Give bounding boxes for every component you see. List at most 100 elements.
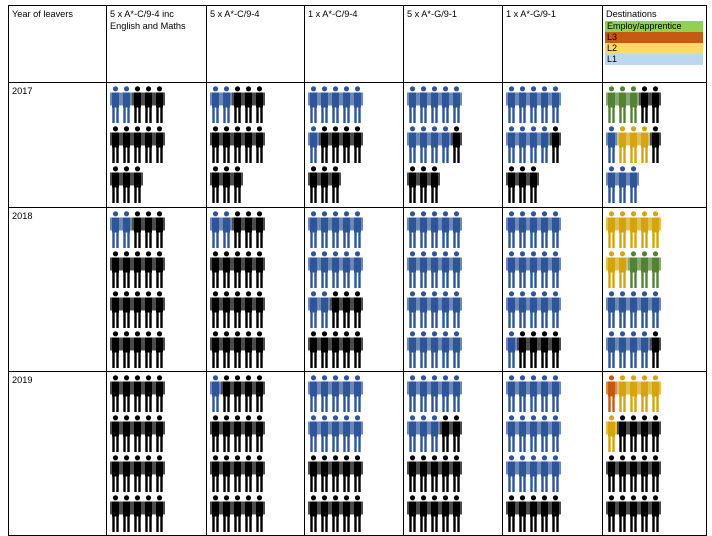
person-icon (440, 211, 451, 249)
person-icon (110, 495, 121, 533)
person-icon (628, 211, 639, 249)
person-icon (221, 375, 232, 413)
figure-row (506, 331, 602, 371)
destinations-cell (602, 207, 707, 372)
person-icon (341, 126, 352, 164)
figure-row (110, 126, 206, 166)
year-header-cell: Year of leavers (8, 5, 107, 83)
person-icon (254, 211, 265, 249)
person-icon (232, 495, 243, 533)
person-icon (606, 166, 617, 204)
person-icon (506, 455, 517, 493)
figure-group (604, 209, 706, 371)
destinations-cell (602, 82, 707, 208)
person-icon (650, 375, 661, 413)
figures-cell (403, 371, 503, 536)
person-icon (154, 375, 165, 413)
person-icon (440, 126, 451, 164)
figure-group (208, 209, 304, 371)
figure-row (606, 211, 706, 251)
person-icon (243, 211, 254, 249)
person-icon (440, 455, 451, 493)
person-icon (617, 126, 628, 164)
person-icon (451, 86, 462, 124)
person-icon (639, 291, 650, 329)
figure-row (606, 251, 706, 291)
person-icon (418, 455, 429, 493)
person-icon (221, 291, 232, 329)
person-icon (221, 166, 232, 204)
person-icon (617, 415, 628, 453)
figure-row (110, 251, 206, 291)
person-icon (429, 455, 440, 493)
person-icon (539, 455, 550, 493)
person-icon (650, 291, 661, 329)
person-icon (528, 211, 539, 249)
figure-group (604, 373, 706, 535)
person-icon (341, 291, 352, 329)
figure-row (308, 86, 403, 126)
person-icon (517, 166, 528, 204)
figures-cell (502, 371, 603, 536)
person-icon (319, 251, 330, 289)
person-icon (243, 86, 254, 124)
legend-item-l2: L2 (605, 43, 703, 54)
figure-row (308, 126, 403, 166)
figure-row (210, 375, 304, 415)
person-icon (132, 415, 143, 453)
year-header: Year of leavers (12, 9, 73, 19)
figure-group (504, 373, 602, 535)
figure-row (506, 126, 602, 166)
person-icon (121, 375, 132, 413)
person-icon (639, 455, 650, 493)
person-icon (451, 331, 462, 369)
figure-row (308, 375, 403, 415)
person-icon (143, 415, 154, 453)
person-icon (308, 211, 319, 249)
figure-row (210, 211, 304, 251)
figure-group (208, 84, 304, 207)
person-icon (330, 126, 341, 164)
figure-row (308, 166, 403, 206)
person-icon (143, 455, 154, 493)
person-icon (254, 86, 265, 124)
person-icon (110, 166, 121, 204)
person-icon (628, 251, 639, 289)
person-icon (132, 86, 143, 124)
person-icon (121, 251, 132, 289)
person-icon (606, 331, 617, 369)
year-cell: 2019 (8, 371, 107, 536)
person-icon (210, 291, 221, 329)
destinations-legend: Employ/apprentice L3 L2 L1 (605, 21, 703, 65)
person-icon (407, 211, 418, 249)
person-icon (330, 211, 341, 249)
person-icon (210, 126, 221, 164)
person-icon (550, 126, 561, 164)
figure-group (405, 373, 502, 535)
person-icon (232, 291, 243, 329)
person-icon (341, 211, 352, 249)
legend-item-employ: Employ/apprentice (605, 21, 703, 32)
person-icon (143, 495, 154, 533)
person-icon (254, 375, 265, 413)
person-icon (506, 331, 517, 369)
person-icon (550, 375, 561, 413)
person-icon (418, 86, 429, 124)
person-icon (232, 375, 243, 413)
person-icon (243, 331, 254, 369)
person-icon (121, 455, 132, 493)
person-icon (210, 86, 221, 124)
column-header-4: 1 x A*-G/9-1 (506, 9, 557, 19)
person-icon (418, 331, 429, 369)
person-icon (154, 251, 165, 289)
person-icon (210, 251, 221, 289)
person-icon (407, 166, 418, 204)
person-icon (628, 455, 639, 493)
person-icon (132, 331, 143, 369)
person-icon (221, 455, 232, 493)
figure-group (306, 84, 403, 207)
figures-cell (206, 207, 305, 372)
person-icon (418, 251, 429, 289)
person-icon (319, 415, 330, 453)
person-icon (330, 455, 341, 493)
